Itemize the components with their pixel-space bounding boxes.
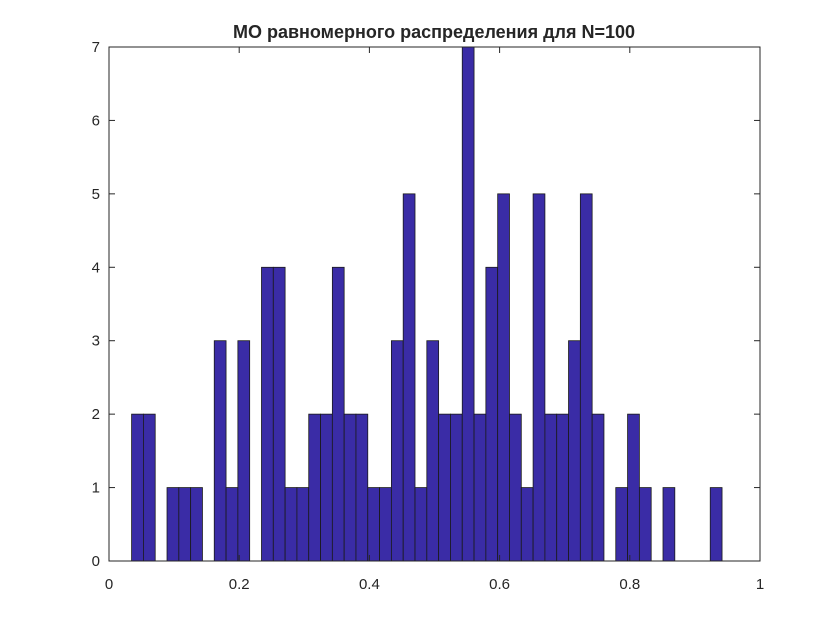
- histogram-bar: [485, 266, 499, 562]
- axes-group: 0 0.2 0.4 0.6 0.8 1 0 1 2 3 4 5 6 7: [92, 39, 765, 593]
- histogram-bar: [579, 193, 593, 562]
- y-tick-label: 4: [92, 259, 100, 276]
- histogram-bar: [261, 266, 274, 562]
- histogram-bar: [284, 487, 298, 562]
- histogram-bar: [213, 340, 227, 562]
- histogram-bar: [509, 413, 522, 562]
- histogram-bar: [343, 413, 357, 562]
- histogram-bar: [473, 413, 487, 562]
- histogram-bar: [438, 413, 451, 562]
- histogram-bar: [426, 340, 440, 562]
- histogram-bar: [414, 487, 428, 562]
- y-tick-label: 3: [92, 333, 100, 350]
- histogram-bar: [308, 413, 321, 562]
- histogram-bar: [638, 487, 652, 562]
- histogram-bar: [190, 487, 203, 562]
- y-tick-label: 2: [92, 406, 100, 423]
- x-tick-label: 1: [756, 576, 764, 593]
- histogram-bar: [355, 413, 369, 562]
- histogram-bar: [450, 413, 463, 562]
- histogram-bar: [367, 487, 380, 562]
- chart-title: МО равномерного распределения для N=100: [233, 22, 635, 42]
- y-tick-label: 5: [92, 186, 100, 203]
- bars-group: [131, 46, 723, 562]
- x-tick-label: 0.2: [229, 576, 250, 593]
- histogram-bar: [390, 340, 404, 562]
- x-tick-label: 0.4: [359, 576, 380, 593]
- histogram-bar: [142, 413, 156, 562]
- x-tick-label: 0.8: [619, 576, 640, 593]
- histogram-bar: [237, 340, 251, 562]
- x-tick-label: 0.6: [489, 576, 510, 593]
- histogram-bar: [568, 340, 581, 562]
- histogram-bar: [532, 193, 546, 562]
- histogram-bar: [272, 266, 286, 562]
- histogram-bar: [520, 487, 534, 562]
- histogram-bar: [461, 46, 475, 562]
- histogram-bar: [296, 487, 310, 562]
- y-tick-label: 6: [92, 112, 100, 129]
- histogram-bar: [556, 413, 569, 562]
- y-tick-label: 1: [92, 480, 100, 497]
- histogram-bar: [131, 413, 144, 562]
- histogram-bar: [615, 487, 628, 562]
- histogram-bar: [709, 487, 723, 562]
- histogram-bar: [166, 487, 180, 562]
- histogram-bar: [591, 413, 605, 562]
- x-tick-label: 0: [105, 576, 113, 593]
- histogram-bar: [497, 193, 510, 562]
- y-tick-label: 0: [92, 553, 100, 570]
- histogram-bar: [544, 413, 558, 562]
- histogram-bar: [178, 487, 192, 562]
- axes-box: [108, 46, 761, 562]
- y-tick-label: 7: [92, 39, 100, 56]
- histogram-bar: [662, 487, 676, 562]
- histogram-bar: [225, 487, 239, 562]
- histogram-bar: [627, 413, 640, 562]
- histogram-bar: [402, 193, 416, 562]
- histogram-bar: [331, 266, 345, 562]
- histogram-bar: [379, 487, 392, 562]
- histogram-bar: [320, 413, 333, 562]
